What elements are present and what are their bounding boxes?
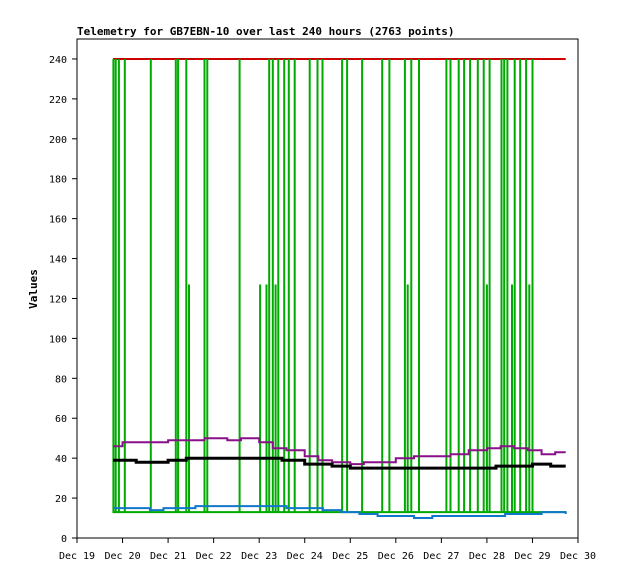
plot-area-frame: [76, 38, 579, 539]
y-tick-label: 140: [49, 255, 67, 266]
chart-title: Telemetry for GB7EBN-10 over last 240 ho…: [77, 25, 455, 38]
x-tick-label: Dec 21: [150, 551, 186, 562]
y-tick-label: 220: [49, 95, 67, 106]
y-tick-label: 40: [55, 454, 67, 465]
x-tick-label: Dec 19: [59, 551, 95, 562]
y-axis-label: Values: [27, 269, 40, 309]
y-tick-label: 80: [55, 374, 67, 385]
x-tick-label: Dec 30: [560, 551, 596, 562]
y-axis: 0 20 40 60 80 100 120 140 160 180 200 220 240: [49, 55, 77, 545]
series-line-green: [112, 59, 566, 514]
y-tick-label: 180: [49, 175, 67, 186]
y-tick-label: 60: [55, 414, 67, 425]
y-tick-label: 240: [49, 55, 67, 66]
x-tick-label: Dec 22: [196, 551, 232, 562]
series-layer: [112, 58, 567, 519]
y-tick-label: 20: [55, 494, 67, 505]
x-tick-label: Dec 29: [514, 551, 550, 562]
x-tick-label: Dec 23: [241, 551, 277, 562]
y-tick-label: 0: [61, 534, 67, 545]
x-tick-label: Dec 24: [287, 551, 323, 562]
series-line-blue: [113, 505, 567, 519]
series-line-purple: [113, 437, 566, 466]
series-line-black: [113, 456, 566, 470]
x-tick-label: Dec 25: [332, 551, 368, 562]
x-axis: Dec 19 Dec 20 Dec 21 Dec 22 Dec 23 Dec 24 Dec …: [59, 538, 596, 562]
y-tick-label: 100: [49, 334, 67, 345]
x-tick-label: Dec 27: [423, 551, 459, 562]
y-tick-label: 200: [49, 135, 67, 146]
x-tick-label: Dec 26: [378, 551, 414, 562]
y-tick-label: 160: [49, 215, 67, 226]
y-tick-label: 120: [49, 294, 67, 305]
x-tick-label: Dec 28: [469, 551, 505, 562]
x-tick-label: Dec 20: [104, 551, 140, 562]
